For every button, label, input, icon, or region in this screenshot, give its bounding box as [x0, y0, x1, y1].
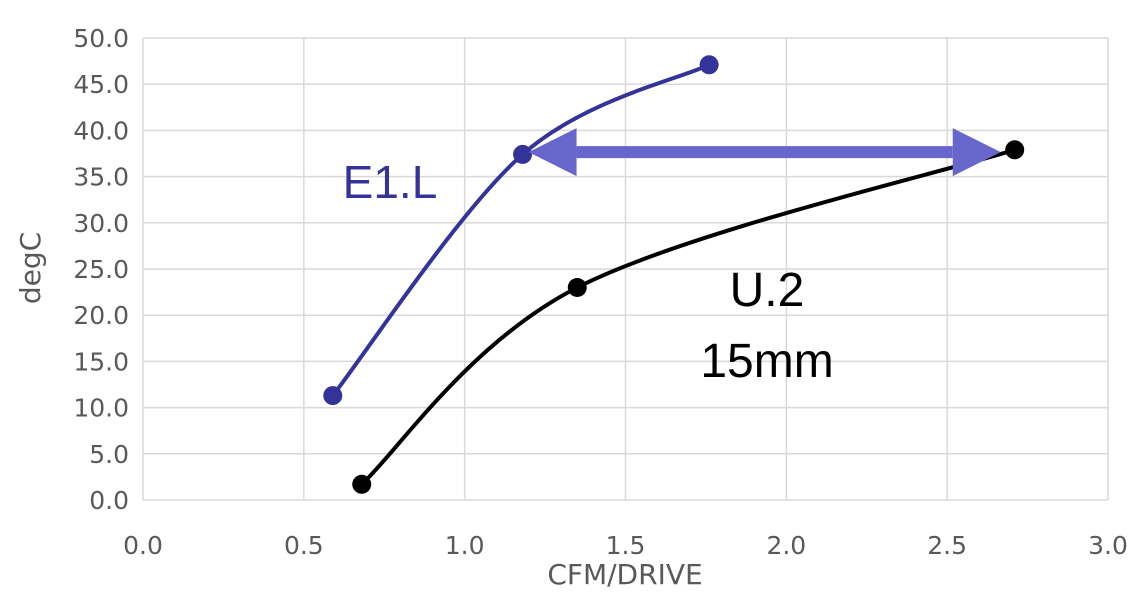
- x-tick-label: 3.0: [1088, 531, 1128, 560]
- x-tick-label: 1.5: [606, 531, 646, 560]
- data-point: [1005, 140, 1025, 160]
- y-axis-title: degC: [14, 232, 47, 304]
- arrow-head-right: [952, 128, 1001, 177]
- grid: [142, 37, 1109, 501]
- annotation-15mm: 15mm: [700, 335, 833, 388]
- y-tick-label: 45.0: [73, 70, 129, 99]
- arrow-head-left: [528, 128, 577, 177]
- y-tick-label: 50.0: [73, 24, 129, 53]
- y-tick-label: 25.0: [73, 255, 129, 284]
- series-layer: [323, 55, 1025, 494]
- annotation-u2: U.2: [730, 264, 805, 317]
- y-tick-label: 15.0: [73, 347, 129, 376]
- y-tick-labels: 0.0 5.0 10.0 15.0 20.0 25.0 30.0 35.0 40.0 45.0 50…: [73, 24, 129, 515]
- y-tick-label: 5.0: [89, 440, 129, 469]
- annotation-e1l: E1.L: [343, 156, 438, 208]
- y-tick-label: 10.0: [73, 394, 129, 423]
- data-point: [323, 386, 343, 406]
- x-tick-label: 1.0: [445, 531, 485, 560]
- arrow-annotation: [528, 128, 1001, 177]
- y-tick-label: 20.0: [73, 301, 129, 330]
- y-tick-label: 0.0: [89, 486, 129, 515]
- data-point: [567, 277, 587, 297]
- y-tick-label: 30.0: [73, 209, 129, 238]
- x-tick-label: 0.5: [284, 531, 324, 560]
- arrow-shaft: [576, 146, 953, 159]
- y-tick-label: 40.0: [73, 116, 129, 145]
- y-tick-label: 35.0: [73, 163, 129, 192]
- x-tick-label: 2.0: [766, 531, 806, 560]
- x-tick-labels: 0.0 0.5 1.0 1.5 2.0 2.5 3.0: [123, 531, 1128, 560]
- x-tick-label: 2.5: [927, 531, 967, 560]
- x-axis-title: CFM/DRIVE: [547, 558, 702, 591]
- data-point: [513, 144, 533, 164]
- series-line-0: [331, 62, 710, 397]
- data-point: [352, 474, 372, 494]
- x-tick-label: 0.0: [123, 531, 163, 560]
- data-point: [699, 55, 719, 75]
- series-line-1: [360, 147, 1016, 486]
